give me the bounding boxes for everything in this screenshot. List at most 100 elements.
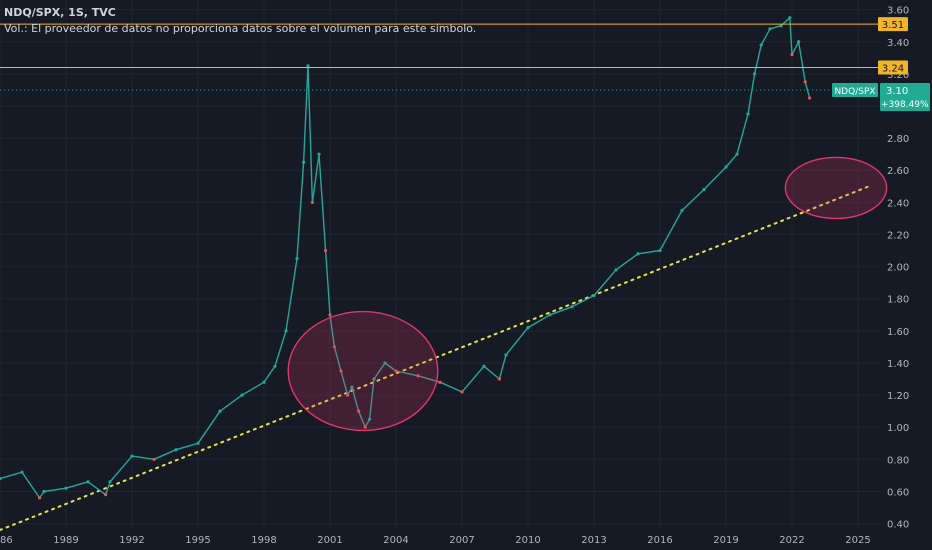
y-tick-label: 2.20 bbox=[887, 230, 909, 241]
highlight-ellipse bbox=[784, 156, 888, 220]
y-tick-label: 0.80 bbox=[887, 455, 909, 466]
grid-layer bbox=[0, 0, 880, 530]
y-tick-label: 1.00 bbox=[887, 423, 909, 434]
series-point bbox=[570, 305, 574, 309]
series-point bbox=[680, 208, 684, 212]
series-point bbox=[797, 40, 801, 44]
resistance-tag bbox=[878, 60, 908, 75]
series-point bbox=[328, 313, 332, 317]
series-point bbox=[284, 329, 288, 333]
series-point bbox=[724, 165, 728, 169]
symbol-tag bbox=[832, 82, 878, 97]
series-point bbox=[526, 326, 530, 330]
y-tick-label: 2.00 bbox=[887, 263, 909, 274]
price-tag bbox=[880, 82, 930, 111]
resistance-tag bbox=[878, 17, 908, 32]
y-tick-label: 1.80 bbox=[887, 295, 909, 306]
x-tick-label: 2004 bbox=[383, 535, 408, 546]
series-point bbox=[64, 486, 68, 490]
y-tick-label: 1.60 bbox=[887, 327, 909, 338]
series-point bbox=[416, 374, 420, 378]
series-point bbox=[108, 480, 112, 484]
x-tick-label: 1986 bbox=[0, 535, 13, 546]
chart-symbol-title: NDQ/SPX, 1S, TVC bbox=[4, 6, 116, 19]
symbol-tag-label: NDQ/SPX bbox=[834, 87, 875, 97]
series-point bbox=[152, 457, 156, 461]
resistance-tag-label: 3.51 bbox=[882, 20, 904, 31]
series-point bbox=[324, 248, 328, 253]
highlight-ellipse bbox=[287, 310, 439, 432]
series-point bbox=[273, 364, 277, 368]
series-point bbox=[614, 268, 618, 272]
y-tick-label: 2.40 bbox=[887, 198, 909, 209]
series-point bbox=[372, 377, 376, 381]
series-point bbox=[310, 200, 314, 204]
label-layer: 3.51 3.24 NDQ/SPX 3.10 +398.49% bbox=[832, 17, 930, 111]
series-point bbox=[332, 345, 336, 349]
price-tag-value: 3.10 bbox=[886, 86, 908, 97]
volume-note: Vol.: El proveedor de datos no proporcio… bbox=[4, 22, 477, 35]
series-point bbox=[240, 393, 244, 397]
series-point bbox=[86, 480, 90, 484]
x-tick-label: 2013 bbox=[581, 535, 606, 546]
series-point bbox=[317, 152, 321, 156]
x-tick-label: 2022 bbox=[779, 535, 804, 546]
series-point bbox=[350, 385, 354, 389]
series-point bbox=[302, 160, 306, 164]
x-tick-label: 1989 bbox=[53, 535, 78, 546]
series-point bbox=[548, 313, 552, 317]
series-point bbox=[38, 496, 42, 500]
series-point bbox=[438, 380, 442, 384]
x-tick-label: 1995 bbox=[185, 535, 210, 546]
series-point bbox=[368, 417, 372, 421]
y-tick-label: 2.60 bbox=[887, 166, 909, 177]
series-point bbox=[42, 489, 46, 494]
axis-layer: 0.40 0.60 0.80 1.00 1.20 1.40 1.60 1.80 2.00 2.20… bbox=[0, 6, 909, 546]
series-point bbox=[218, 409, 222, 413]
series-point bbox=[746, 112, 750, 116]
series-point bbox=[790, 53, 794, 57]
y-tick-label: 3.20 bbox=[887, 70, 909, 81]
series-point bbox=[504, 353, 508, 357]
series-point bbox=[753, 72, 757, 76]
series-point bbox=[394, 369, 398, 373]
series-point bbox=[779, 24, 783, 28]
series-point bbox=[363, 425, 367, 429]
series-point bbox=[383, 361, 387, 365]
series-point bbox=[346, 393, 350, 397]
x-tick-label: 1998 bbox=[251, 535, 276, 546]
series-point bbox=[702, 187, 706, 192]
x-tick-label: 2001 bbox=[317, 535, 342, 546]
resistance-tag-label: 3.24 bbox=[882, 63, 904, 74]
series-point bbox=[735, 152, 739, 156]
series-point bbox=[658, 248, 662, 253]
series-point bbox=[788, 16, 792, 20]
y-tick-label: 1.20 bbox=[887, 391, 909, 402]
x-tick-label: 2010 bbox=[515, 535, 540, 546]
series-point bbox=[808, 96, 812, 100]
y-tick-label: 0.40 bbox=[887, 520, 909, 531]
series-point bbox=[460, 390, 464, 394]
y-tick-label: 3.40 bbox=[887, 38, 909, 49]
series-point bbox=[20, 470, 24, 474]
y-tick-label: 1.40 bbox=[887, 359, 909, 370]
series-point bbox=[339, 369, 343, 373]
trend-line bbox=[0, 185, 870, 531]
series-point bbox=[636, 252, 640, 256]
series-point bbox=[295, 256, 299, 261]
series-point bbox=[130, 454, 134, 458]
x-tick-label: 2025 bbox=[845, 535, 870, 546]
series-point bbox=[196, 441, 200, 445]
y-tick-label: 2.80 bbox=[887, 134, 909, 145]
price-tag-change: +398.49% bbox=[881, 100, 929, 110]
series-point bbox=[104, 493, 108, 497]
series-point bbox=[262, 380, 266, 384]
series-layer bbox=[0, 16, 812, 500]
x-tick-label: 1992 bbox=[119, 535, 144, 546]
series-point bbox=[174, 448, 178, 452]
x-tick-label: 2007 bbox=[449, 535, 474, 546]
series-point bbox=[803, 80, 807, 84]
x-tick-label: 2019 bbox=[713, 535, 738, 546]
